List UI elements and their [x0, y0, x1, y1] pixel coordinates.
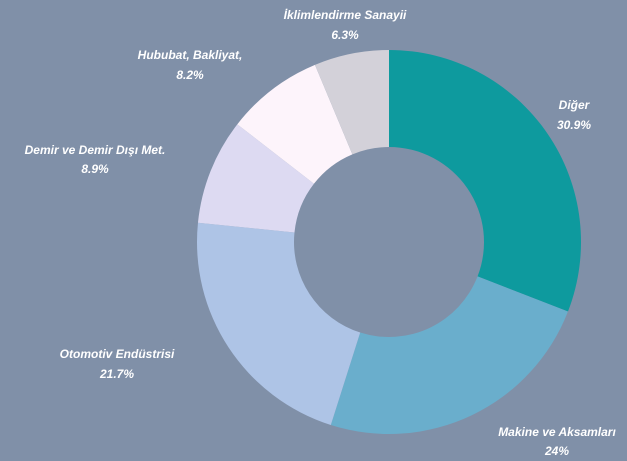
slice: [389, 50, 581, 312]
slice-label: Makine ve Aksamları: [498, 425, 616, 439]
value-label: 21.7%: [99, 367, 134, 381]
value-label: 8.9%: [81, 162, 109, 176]
slice: [197, 222, 361, 425]
value-label: 8.2%: [176, 68, 204, 82]
slice-label: İklimlendirme Sanayii: [284, 7, 407, 22]
slice-label: Hububat, Bakliyat,: [138, 48, 243, 62]
slice-label: Diğer: [559, 98, 591, 112]
slice: [197, 124, 314, 233]
slice-label: Otomotiv Endüstrisi: [60, 347, 175, 361]
value-label: 24%: [544, 444, 569, 458]
slice: [237, 64, 353, 184]
value-label: 6.3%: [331, 28, 359, 42]
slice: [314, 50, 389, 155]
slice-label: Demir ve Demir Dışı Met.: [25, 143, 166, 157]
value-label: 30.9%: [557, 118, 591, 132]
slice: [330, 276, 568, 434]
